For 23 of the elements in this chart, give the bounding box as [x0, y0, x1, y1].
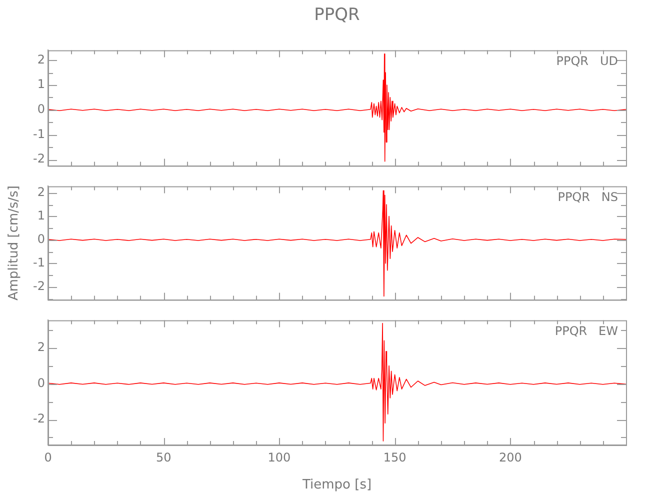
y-tick-label: 1 — [37, 77, 45, 92]
y-tick-label: 2 — [37, 52, 45, 66]
y-tick-label: -1 — [33, 126, 45, 141]
y-tick-label: -2 — [33, 412, 45, 426]
y-tick-label: 1 — [37, 208, 45, 222]
y-tick-label: -2 — [33, 152, 45, 166]
x-tick-label: 200 — [498, 450, 522, 464]
y-tick-label: -1 — [33, 255, 45, 270]
y-tick-label: 0 — [37, 102, 45, 116]
y-tick-label: 0 — [37, 376, 45, 390]
chart-title: PPQR — [313, 5, 361, 25]
y-tick-label: 2 — [37, 340, 45, 354]
x-tick-label: 50 — [156, 450, 172, 464]
x-tick-label: 150 — [383, 450, 406, 464]
annotation: PPQR EW — [554, 324, 618, 338]
y-tick-label: 0 — [37, 232, 45, 246]
annotation: PPQR NS — [558, 190, 618, 204]
y-tick-label: 2 — [37, 184, 45, 199]
y-axis-title: Amplitud [cm/s/s] — [6, 185, 22, 301]
x-axis-title: Tiempo [s] — [301, 478, 372, 493]
annotation: PPQR UD — [556, 54, 618, 68]
y-tick-label: -2 — [33, 278, 45, 293]
x-tick-label: 100 — [268, 450, 291, 464]
